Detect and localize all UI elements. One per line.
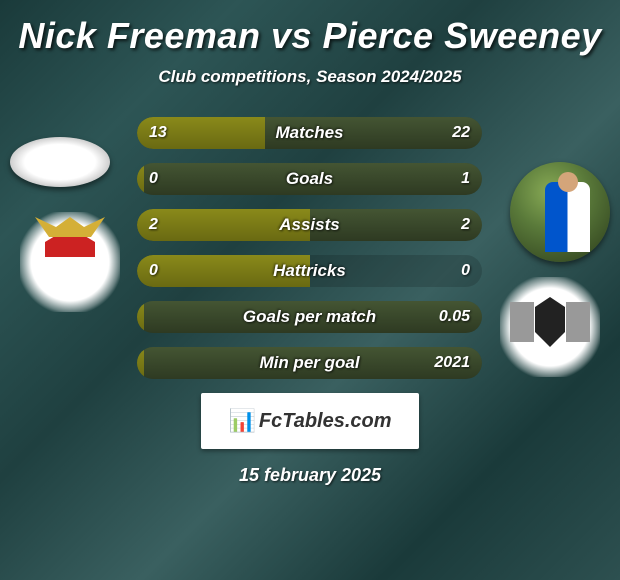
stat-row: Goals per match0.05	[137, 301, 482, 333]
stats-area: Matches1322Goals01Assists22Hattricks00Go…	[0, 117, 620, 486]
date-label: 15 february 2025	[0, 465, 620, 486]
stat-row: Assists2 2	[137, 209, 482, 241]
stat-value-right: 2021	[434, 347, 470, 379]
chart-icon: 📊	[228, 408, 255, 434]
source-logo-text: FcTables.com	[259, 410, 392, 433]
stat-row: Min per goal2021	[137, 347, 482, 379]
stat-value-right: 1	[461, 163, 470, 195]
infographic-container: Nick Freeman vs Pierce Sweeney Club comp…	[0, 0, 620, 580]
stat-row: Hattricks0 0	[137, 255, 482, 287]
stat-value-right: 22	[452, 117, 470, 149]
stat-value-left: 2	[149, 209, 158, 241]
stat-value-right: 0	[461, 255, 470, 287]
stat-bars: Matches1322Goals01Assists22Hattricks00Go…	[137, 117, 482, 379]
stat-value-right: 0.05	[439, 301, 470, 333]
stat-label: Goals per match	[137, 301, 482, 333]
stat-label: Min per goal	[137, 347, 482, 379]
stat-row: Goals0 1	[137, 163, 482, 195]
stat-label: Hattricks	[137, 255, 482, 287]
stat-label: Matches	[137, 117, 482, 149]
page-title: Nick Freeman vs Pierce Sweeney	[0, 15, 620, 57]
subtitle: Club competitions, Season 2024/2025	[0, 67, 620, 87]
stat-value-right: 2	[461, 209, 470, 241]
club-right-crest	[500, 277, 600, 377]
stat-value-left: 0	[149, 163, 158, 195]
player-left-avatar	[10, 137, 110, 187]
stat-label: Assists	[137, 209, 482, 241]
player-right-avatar	[510, 162, 610, 262]
stat-value-left: 0	[149, 255, 158, 287]
stat-row: Matches13 22	[137, 117, 482, 149]
stat-value-left: 13	[149, 117, 167, 149]
club-left-crest	[20, 212, 120, 312]
stat-label: Goals	[137, 163, 482, 195]
source-logo: 📊 FcTables.com	[201, 393, 419, 449]
